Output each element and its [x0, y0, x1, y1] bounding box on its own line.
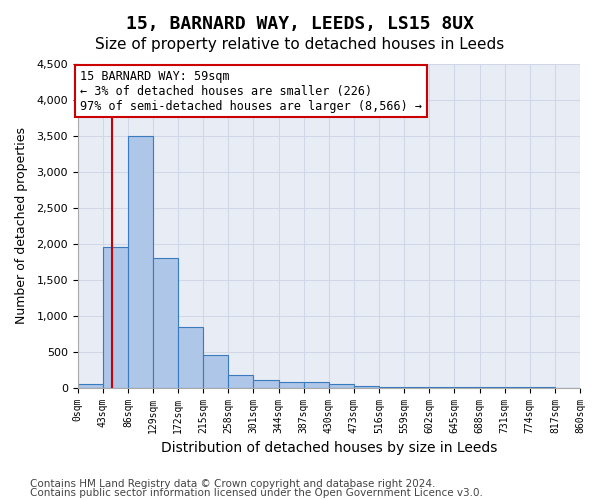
- Bar: [77, 384, 103, 388]
- Bar: [354, 386, 379, 388]
- Bar: [153, 258, 178, 388]
- Bar: [178, 326, 203, 388]
- Y-axis label: Number of detached properties: Number of detached properties: [15, 128, 28, 324]
- Bar: [304, 382, 329, 388]
- Text: 15 BARNARD WAY: 59sqm
← 3% of detached houses are smaller (226)
97% of semi-deta: 15 BARNARD WAY: 59sqm ← 3% of detached h…: [80, 70, 422, 113]
- Bar: [128, 136, 153, 388]
- Bar: [379, 387, 404, 388]
- Bar: [404, 387, 430, 388]
- Bar: [103, 248, 128, 388]
- Bar: [278, 382, 304, 388]
- Bar: [229, 375, 253, 388]
- Text: Size of property relative to detached houses in Leeds: Size of property relative to detached ho…: [95, 38, 505, 52]
- Bar: [203, 356, 229, 388]
- Text: Contains public sector information licensed under the Open Government Licence v3: Contains public sector information licen…: [30, 488, 483, 498]
- Text: Contains HM Land Registry data © Crown copyright and database right 2024.: Contains HM Land Registry data © Crown c…: [30, 479, 436, 489]
- X-axis label: Distribution of detached houses by size in Leeds: Distribution of detached houses by size …: [161, 441, 497, 455]
- Bar: [253, 380, 278, 388]
- Bar: [329, 384, 354, 388]
- Text: 15, BARNARD WAY, LEEDS, LS15 8UX: 15, BARNARD WAY, LEEDS, LS15 8UX: [126, 15, 474, 33]
